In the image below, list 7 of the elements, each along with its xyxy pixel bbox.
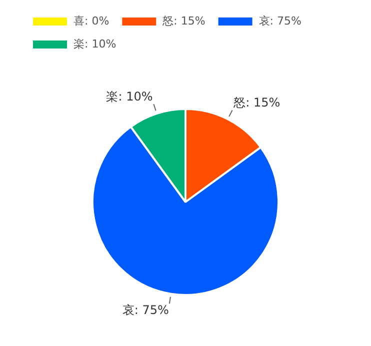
legend-label: 喜: 0%: [74, 14, 110, 28]
slice-label: 哀: 75%: [122, 302, 169, 317]
legend-label: 楽: 10%: [74, 37, 116, 50]
legend-label: 怒: 15%: [162, 14, 206, 28]
slice-label: 楽: 10%: [106, 89, 153, 104]
legend-label: 哀: 75%: [258, 14, 302, 28]
slice-label: 怒: 15%: [232, 96, 280, 110]
